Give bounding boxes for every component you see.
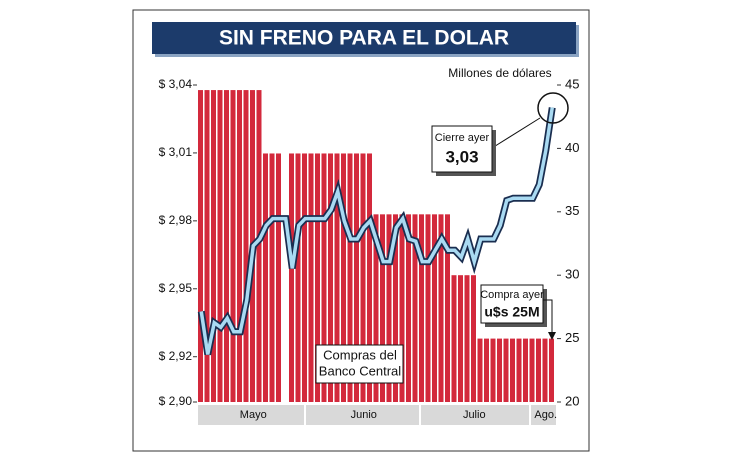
annotations: Cierre ayer 3,03 Compra ayer u$s 25M Com… [315, 92, 569, 384]
bar [458, 275, 463, 402]
y2-tick-label: 35 [565, 203, 579, 218]
annotation: 3,03 [445, 147, 478, 166]
bar [341, 153, 346, 402]
y2-tick-label: 25 [565, 330, 579, 345]
plot: $ 3,04 $ 3,01 $ 2,98 $ 2,95 $ 2,92 $ 2,90 45 40… [159, 76, 579, 425]
bar [477, 338, 483, 402]
bar [295, 153, 301, 402]
pointer [543, 299, 553, 334]
bar [302, 153, 307, 402]
y2-tick-label: 20 [565, 393, 579, 408]
x-tick-label: Julio [463, 409, 486, 421]
bar [367, 153, 372, 402]
bar [211, 90, 216, 403]
compra-box [480, 284, 544, 324]
arrow-head [548, 332, 556, 340]
y2-tick-label: 40 [565, 140, 579, 155]
y-tick-label: $ 3,01 [159, 145, 193, 159]
pointer [491, 117, 541, 149]
cierre-box [431, 125, 493, 173]
highlight-circle [537, 92, 569, 124]
x-tick-label: Junio [351, 409, 377, 421]
bar [412, 214, 418, 402]
bar [490, 338, 496, 402]
bar [399, 214, 405, 402]
bar [406, 214, 411, 402]
y-tick-label: $ 2,92 [159, 349, 193, 363]
bar [243, 90, 249, 403]
bar [328, 153, 333, 402]
bar [542, 338, 548, 402]
bar [523, 338, 528, 402]
annotation: u$s 25M [484, 304, 539, 320]
bar [321, 153, 327, 402]
annotation: Compra ayer [480, 289, 544, 301]
month-band [198, 405, 556, 425]
bar [308, 153, 314, 402]
y2-tick-label: 45 [565, 76, 579, 91]
bar [204, 90, 210, 403]
bar [224, 90, 229, 403]
y-tick-label: $ 2,98 [159, 213, 193, 227]
bar [536, 338, 541, 402]
chart-title: SIN FRENO PARA EL DOLAR [219, 27, 509, 50]
bar [237, 90, 242, 403]
bar [419, 214, 424, 402]
bar [354, 153, 359, 402]
bar [380, 214, 385, 402]
bar [386, 214, 392, 402]
y2-tick-label: 30 [565, 267, 579, 282]
annotation: Cierre ayer [435, 132, 490, 144]
annotation: Banco Central [319, 363, 401, 378]
bar [276, 153, 281, 402]
bar [529, 338, 535, 402]
bar [347, 153, 353, 402]
bar [425, 214, 431, 402]
y-tick-label: $ 2,95 [159, 281, 193, 295]
bar [269, 153, 275, 402]
title-banner [152, 22, 576, 54]
legend-box [315, 344, 404, 384]
bar [315, 153, 320, 402]
bar [503, 338, 509, 402]
bar [198, 90, 203, 403]
bar [445, 214, 450, 402]
y2-axis-label: Millones de dólares [448, 66, 551, 80]
bar [217, 90, 223, 403]
bar [497, 338, 502, 402]
bar [373, 214, 379, 402]
line [199, 107, 554, 355]
y-tick-label: $ 2,90 [159, 394, 193, 408]
bar [393, 214, 398, 402]
bar [451, 275, 457, 402]
bar [464, 275, 470, 402]
bar [360, 153, 366, 402]
bar [432, 214, 437, 402]
bar [510, 338, 515, 402]
bar [484, 338, 489, 402]
bar [549, 338, 554, 402]
bar [516, 338, 522, 402]
bar [471, 275, 476, 402]
annotation: Compras del [323, 347, 397, 362]
bar [438, 214, 444, 402]
bar [256, 90, 262, 403]
bar [263, 153, 268, 402]
bar [289, 153, 294, 402]
bar [230, 90, 236, 403]
x-tick-label: Mayo [240, 409, 267, 421]
bar [334, 153, 340, 402]
y-tick-label: $ 3,04 [159, 77, 193, 91]
x-tick-label: Ago. [534, 409, 557, 421]
